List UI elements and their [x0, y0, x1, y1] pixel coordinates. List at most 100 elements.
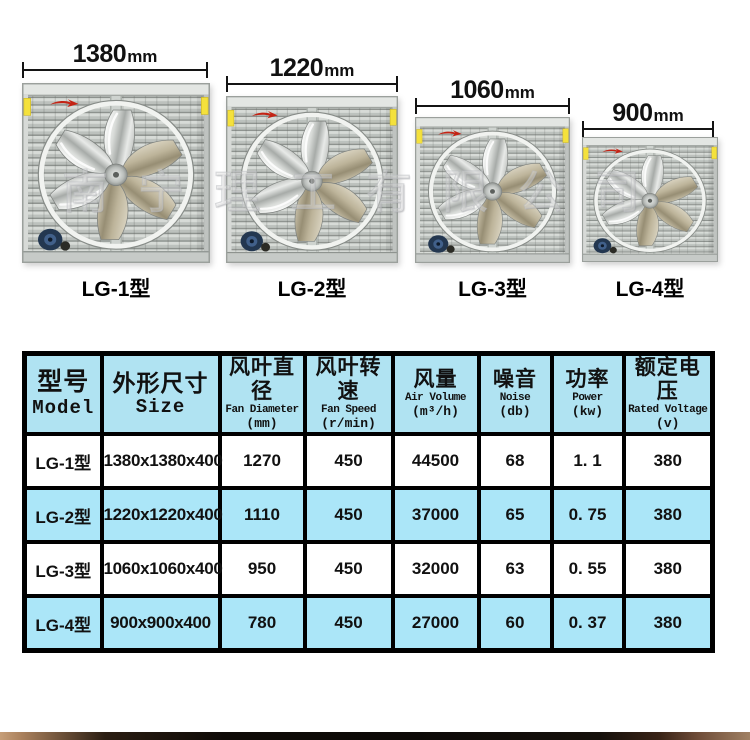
fan-model-caption: LG-2型 — [277, 278, 347, 301]
dimension-unit: mm — [127, 47, 158, 66]
dimension-line — [22, 62, 208, 78]
cell-fan-speed: 450 — [302, 540, 395, 599]
fan-photo-lg1 — [22, 83, 210, 263]
cell-fan-diameter: 780 — [217, 594, 307, 653]
header-cn: 风叶转速 — [315, 356, 382, 404]
header-model: 型号 Model — [22, 351, 104, 437]
dimension-value: 1380 — [72, 40, 127, 68]
header-en: Fan Diameter — [225, 404, 299, 417]
cell-model: LG-1型 — [22, 432, 104, 491]
header-en: Rated Voltage — [628, 404, 708, 417]
cell-power: 0. 75 — [549, 486, 626, 545]
cell-noise: 65 — [476, 486, 554, 545]
dimension-value: 1220 — [269, 54, 324, 82]
cell-model: LG-4型 — [22, 594, 104, 653]
cell-rated-voltage: 380 — [621, 540, 715, 599]
header-en: Size — [135, 396, 186, 419]
dimension-unit: mm — [504, 83, 535, 102]
dimension-line — [582, 121, 714, 137]
header-en: Fan Speed — [321, 404, 376, 417]
header-cn: 型号 — [37, 368, 90, 397]
cell-size: 900x900x400 — [99, 594, 222, 653]
bottom-image-crop-strip — [0, 732, 750, 740]
header-unit: (r/min) — [321, 416, 376, 432]
dimension-label-lg1: 1380mm — [22, 41, 208, 78]
table-row-lg4: LG-4型 900x900x400 780 450 27000 60 0. 37… — [22, 594, 715, 653]
header-unit: (db) — [499, 404, 531, 420]
cell-size: 1220x1220x400 — [99, 486, 223, 545]
header-cn: 外形尺寸 — [112, 369, 209, 396]
header-cn: 额定电压 — [634, 356, 701, 404]
cell-noise: 63 — [476, 540, 554, 599]
dimension-line — [415, 98, 570, 114]
table-row-lg2: LG-2型 1220x1220x400 1110 450 37000 65 0.… — [22, 486, 715, 545]
dimension-line — [226, 76, 398, 92]
header-fan-speed: 风叶转速 Fan Speed (r/min) — [302, 351, 395, 437]
header-en: Air Volume — [404, 392, 467, 405]
dimension-text: 900mm — [582, 100, 714, 126]
header-unit: (mm) — [246, 416, 278, 432]
cell-size: 1060x1060x400 — [99, 540, 223, 599]
cell-fan-diameter: 950 — [217, 540, 307, 599]
header-size: 外形尺寸 Size — [99, 351, 222, 437]
dimension-value: 900 — [612, 99, 653, 127]
dimension-unit: mm — [653, 106, 684, 125]
cell-power: 1. 1 — [549, 432, 626, 491]
header-cn: 噪音 — [493, 368, 537, 392]
header-power: 功率 Power (kw) — [549, 351, 626, 437]
cell-air-volume: 27000 — [390, 594, 481, 653]
header-cn: 风量 — [413, 368, 458, 392]
dimension-text: 1380mm — [22, 41, 208, 67]
fan-photo-lg3 — [415, 117, 570, 263]
cell-air-volume: 44500 — [390, 432, 481, 491]
spec-table: 型号 Model 外形尺寸 Size 风叶直径 Fan Diameter (mm) 风叶… — [22, 351, 715, 654]
cell-fan-diameter: 1110 — [217, 486, 307, 545]
header-en: Noise — [499, 392, 531, 405]
cell-power: 0. 55 — [549, 540, 626, 599]
dimension-label-lg2: 1220mm — [226, 55, 398, 92]
cell-air-volume: 37000 — [390, 486, 481, 545]
table-row-lg3: LG-3型 1060x1060x400 950 450 32000 63 0. … — [22, 540, 715, 599]
header-fan-diameter: 风叶直径 Fan Diameter (mm) — [217, 351, 307, 437]
header-unit: (v) — [656, 416, 680, 432]
spec-table-body: LG-1型 1380x1380x400 1270 450 44500 68 1.… — [22, 432, 715, 653]
fan-model-caption: LG-3型 — [458, 278, 527, 301]
cell-model: LG-3型 — [22, 540, 104, 599]
cell-size: 1380x1380x400 — [99, 432, 223, 491]
fan-model-caption: LG-1型 — [81, 278, 151, 301]
header-cn: 风叶直径 — [229, 356, 295, 404]
table-row-lg1: LG-1型 1380x1380x400 1270 450 44500 68 1.… — [22, 432, 715, 491]
cell-fan-speed: 450 — [302, 594, 395, 653]
header-rated-voltage: 额定电压 Rated Voltage (v) — [621, 351, 715, 437]
cell-rated-voltage: 380 — [621, 486, 715, 545]
cell-model: LG-2型 — [22, 486, 104, 545]
cell-power: 0. 37 — [549, 594, 626, 653]
cell-fan-speed: 450 — [302, 486, 395, 545]
spec-table-header: 型号 Model 外形尺寸 Size 风叶直径 Fan Diameter (mm) 风叶… — [22, 351, 715, 437]
cell-fan-speed: 450 — [302, 432, 395, 491]
fan-model-caption: LG-4型 — [615, 278, 685, 301]
header-row: 型号 Model 外形尺寸 Size 风叶直径 Fan Diameter (mm) 风叶… — [22, 351, 715, 437]
header-en: Model — [32, 397, 95, 420]
cell-rated-voltage: 380 — [621, 432, 715, 491]
header-unit: (m³/h) — [412, 404, 459, 420]
cell-noise: 60 — [476, 594, 554, 653]
header-air-volume: 风量 Air Volume (m³/h) — [390, 351, 481, 437]
cell-noise: 68 — [476, 432, 554, 491]
cell-fan-diameter: 1270 — [217, 432, 307, 491]
dimension-label-lg4: 900mm — [582, 100, 714, 137]
header-cn: 功率 — [565, 368, 610, 392]
dimension-text: 1220mm — [226, 55, 398, 81]
header-unit: (kw) — [571, 404, 604, 420]
dimension-unit: mm — [324, 61, 355, 80]
dimension-label-lg3: 1060mm — [415, 77, 570, 114]
fan-photo-lg2 — [226, 96, 398, 263]
cell-rated-voltage: 380 — [621, 594, 715, 653]
dimension-text: 1060mm — [415, 77, 570, 103]
cell-air-volume: 32000 — [390, 540, 481, 599]
header-noise: 噪音 Noise (db) — [476, 351, 554, 437]
dimension-value: 1060 — [450, 76, 504, 104]
fan-photo-lg4 — [582, 137, 718, 262]
header-en: Power — [572, 392, 603, 405]
